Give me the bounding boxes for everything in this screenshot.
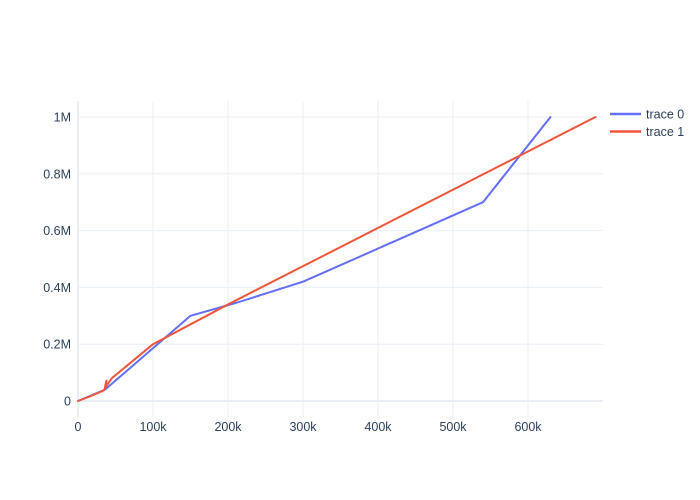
x-tick-label: 100k [139, 420, 167, 434]
legend-item-label: trace 1 [646, 125, 684, 139]
traces [77, 116, 597, 402]
plot-area[interactable] [78, 101, 603, 417]
legend-item-trace-0[interactable]: trace 0 [610, 108, 684, 122]
y-tick-label: 0 [64, 395, 71, 409]
x-axis-tick-labels: 0 100k 200k 300k 400k 500k 600k [75, 420, 543, 434]
y-tick-label: 0.8M [43, 167, 71, 181]
y-tick-label: 0.4M [43, 281, 71, 295]
x-tick-label: 200k [214, 420, 242, 434]
x-tick-label: 300k [289, 420, 317, 434]
y-tick-label: 0.6M [43, 224, 71, 238]
trace-1-line[interactable] [77, 116, 597, 402]
y-axis-tick-labels: 0 0.2M 0.4M 0.6M 0.8M 1M [43, 111, 71, 409]
y-tick-label: 1M [54, 111, 71, 125]
legend-item-label: trace 0 [646, 108, 684, 122]
legend-item-trace-1[interactable]: trace 1 [610, 125, 684, 139]
x-tick-label: 400k [364, 420, 392, 434]
x-tick-label: 0 [75, 420, 82, 434]
x-tick-label: 500k [439, 420, 467, 434]
gridlines [77, 101, 603, 417]
y-tick-label: 0.2M [43, 338, 71, 352]
x-tick-label: 600k [514, 420, 542, 434]
legend: trace 0 trace 1 [610, 108, 684, 139]
